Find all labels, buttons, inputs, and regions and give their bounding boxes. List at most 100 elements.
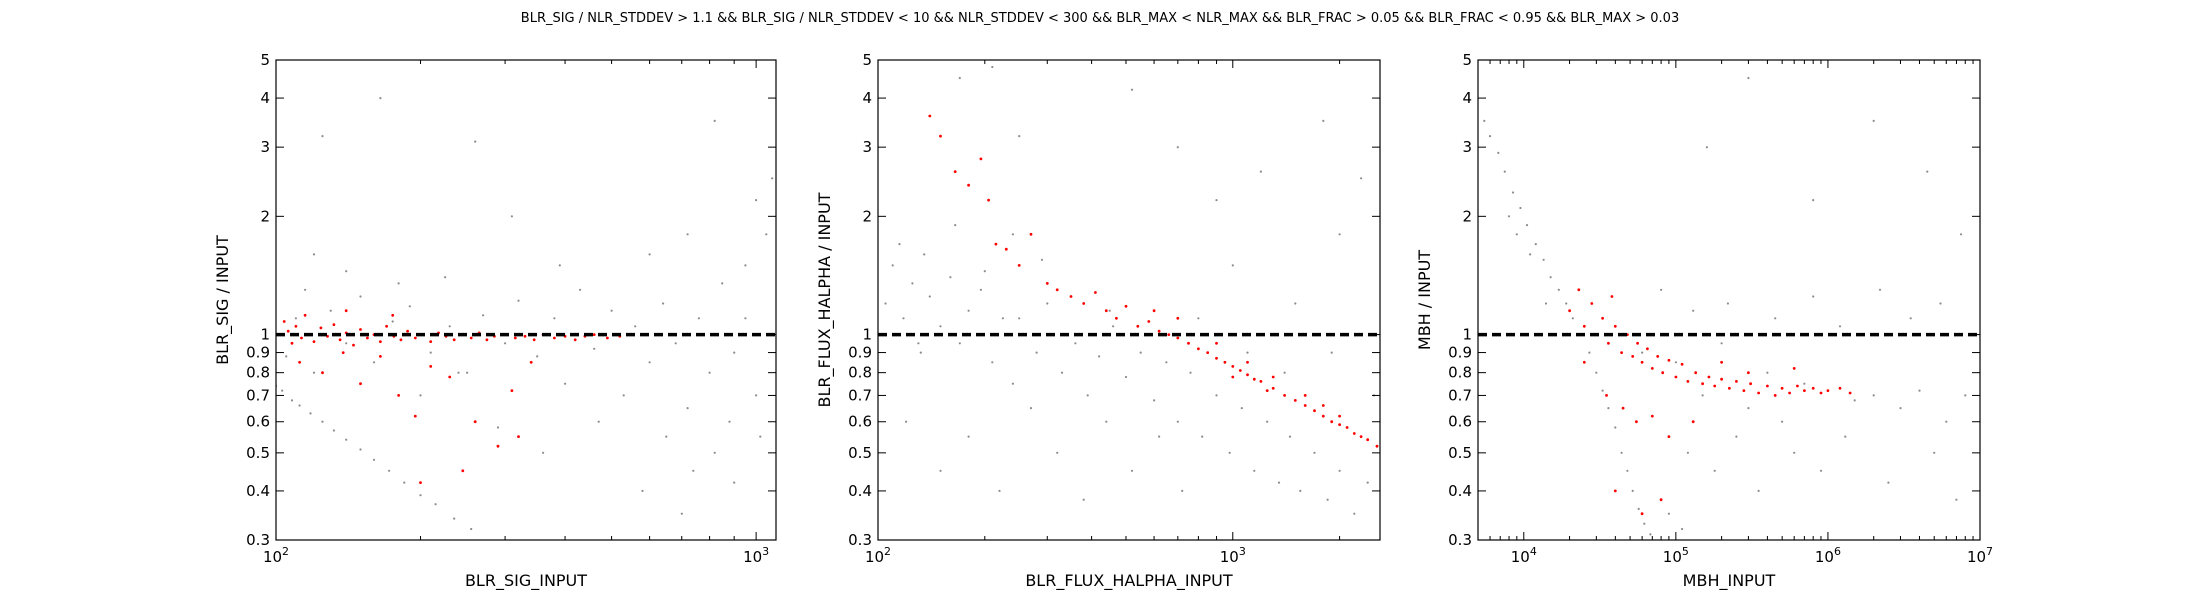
data-point — [1271, 386, 1275, 390]
data-point — [923, 253, 926, 256]
data-point — [983, 270, 986, 273]
data-point — [1326, 498, 1329, 501]
data-point — [345, 438, 348, 441]
y-tick-label: 0.4 — [1448, 482, 1472, 500]
data-point — [648, 361, 651, 364]
y-tick-label: 5 — [1462, 51, 1472, 69]
y-tick-label: 2 — [260, 207, 270, 225]
data-point — [1045, 282, 1049, 285]
data-point — [1640, 360, 1644, 364]
series-selected — [282, 309, 622, 484]
data-point — [1747, 407, 1750, 410]
data-point — [372, 361, 376, 364]
data-point — [928, 114, 932, 118]
data-point — [1330, 420, 1334, 424]
data-point — [510, 215, 513, 218]
data-point — [448, 375, 452, 379]
x-tick-label: 104 — [1511, 545, 1537, 566]
y-tick-label: 0.4 — [246, 482, 270, 500]
data-point — [1074, 342, 1077, 345]
data-point — [1534, 243, 1537, 246]
data-point — [1265, 389, 1269, 392]
data-point — [1246, 351, 1249, 354]
data-point — [312, 371, 316, 374]
data-point — [359, 328, 362, 331]
data-point — [1826, 389, 1830, 392]
data-point — [1899, 407, 1902, 410]
y-tick-label: 3 — [260, 138, 270, 156]
data-point — [1215, 341, 1218, 345]
data-point — [1650, 367, 1654, 370]
data-point — [1796, 384, 1799, 388]
data-point — [1610, 295, 1614, 298]
data-point — [622, 394, 625, 397]
data-point — [733, 481, 736, 484]
data-point — [312, 253, 316, 256]
data-point — [1803, 382, 1806, 385]
data-point — [1040, 258, 1044, 261]
data-point — [1056, 451, 1059, 454]
data-point — [321, 420, 324, 423]
data-point — [1313, 409, 1316, 413]
data-point — [1018, 317, 1021, 320]
series-all — [1483, 76, 1975, 536]
data-point — [1811, 386, 1815, 390]
data-point — [359, 382, 362, 386]
plot-area — [276, 97, 776, 531]
data-point — [1266, 420, 1269, 423]
y-tick-label: 0.9 — [848, 344, 872, 362]
x-tick-label: 102 — [263, 545, 289, 566]
data-point — [1515, 233, 1518, 236]
y-tick-label: 4 — [862, 89, 872, 107]
data-point — [1674, 375, 1678, 379]
y-tick-label: 0.6 — [246, 413, 270, 431]
data-point — [1108, 309, 1111, 312]
data-point — [372, 458, 376, 461]
data-point — [573, 338, 577, 342]
x-tick-label: 103 — [1220, 545, 1246, 566]
data-point — [466, 371, 469, 374]
data-point — [1872, 119, 1875, 122]
y-tick-label: 4 — [260, 89, 270, 107]
data-point — [300, 336, 303, 340]
data-point — [1620, 451, 1623, 454]
data-point — [597, 420, 600, 423]
data-point — [1812, 199, 1815, 202]
y-tick-label: 0.3 — [1448, 531, 1472, 549]
axes-frame — [275, 59, 777, 541]
data-point — [1635, 420, 1638, 424]
data-point — [1086, 394, 1089, 397]
data-point — [504, 342, 507, 345]
data-point — [532, 338, 536, 342]
data-point — [1366, 481, 1369, 484]
data-point — [444, 276, 447, 279]
data-point — [1288, 435, 1292, 438]
data-point — [419, 494, 422, 497]
x-tick-label: 107 — [1967, 545, 1993, 566]
data-point — [641, 489, 644, 492]
data-point — [429, 351, 432, 354]
data-point — [1918, 389, 1921, 392]
data-point — [1713, 469, 1716, 472]
data-point — [298, 360, 301, 364]
data-point — [1511, 191, 1515, 194]
data-point — [448, 325, 451, 328]
data-point — [1529, 253, 1532, 256]
data-point — [911, 282, 914, 285]
data-point — [564, 382, 567, 385]
data-point — [1720, 360, 1723, 364]
data-point — [1613, 324, 1617, 328]
data-point — [391, 313, 395, 317]
data-point — [1082, 498, 1085, 501]
data-point — [496, 444, 500, 448]
data-point — [1223, 360, 1227, 364]
data-point — [1838, 325, 1842, 328]
data-point — [1680, 362, 1684, 366]
data-point — [1124, 304, 1128, 308]
y-tick-label: 0.8 — [848, 364, 872, 382]
data-point — [1294, 302, 1297, 305]
data-point — [1231, 365, 1235, 368]
x-tick-label: 106 — [1815, 545, 1841, 566]
y-tick-label: 1 — [1462, 326, 1472, 344]
data-point — [1507, 215, 1511, 218]
